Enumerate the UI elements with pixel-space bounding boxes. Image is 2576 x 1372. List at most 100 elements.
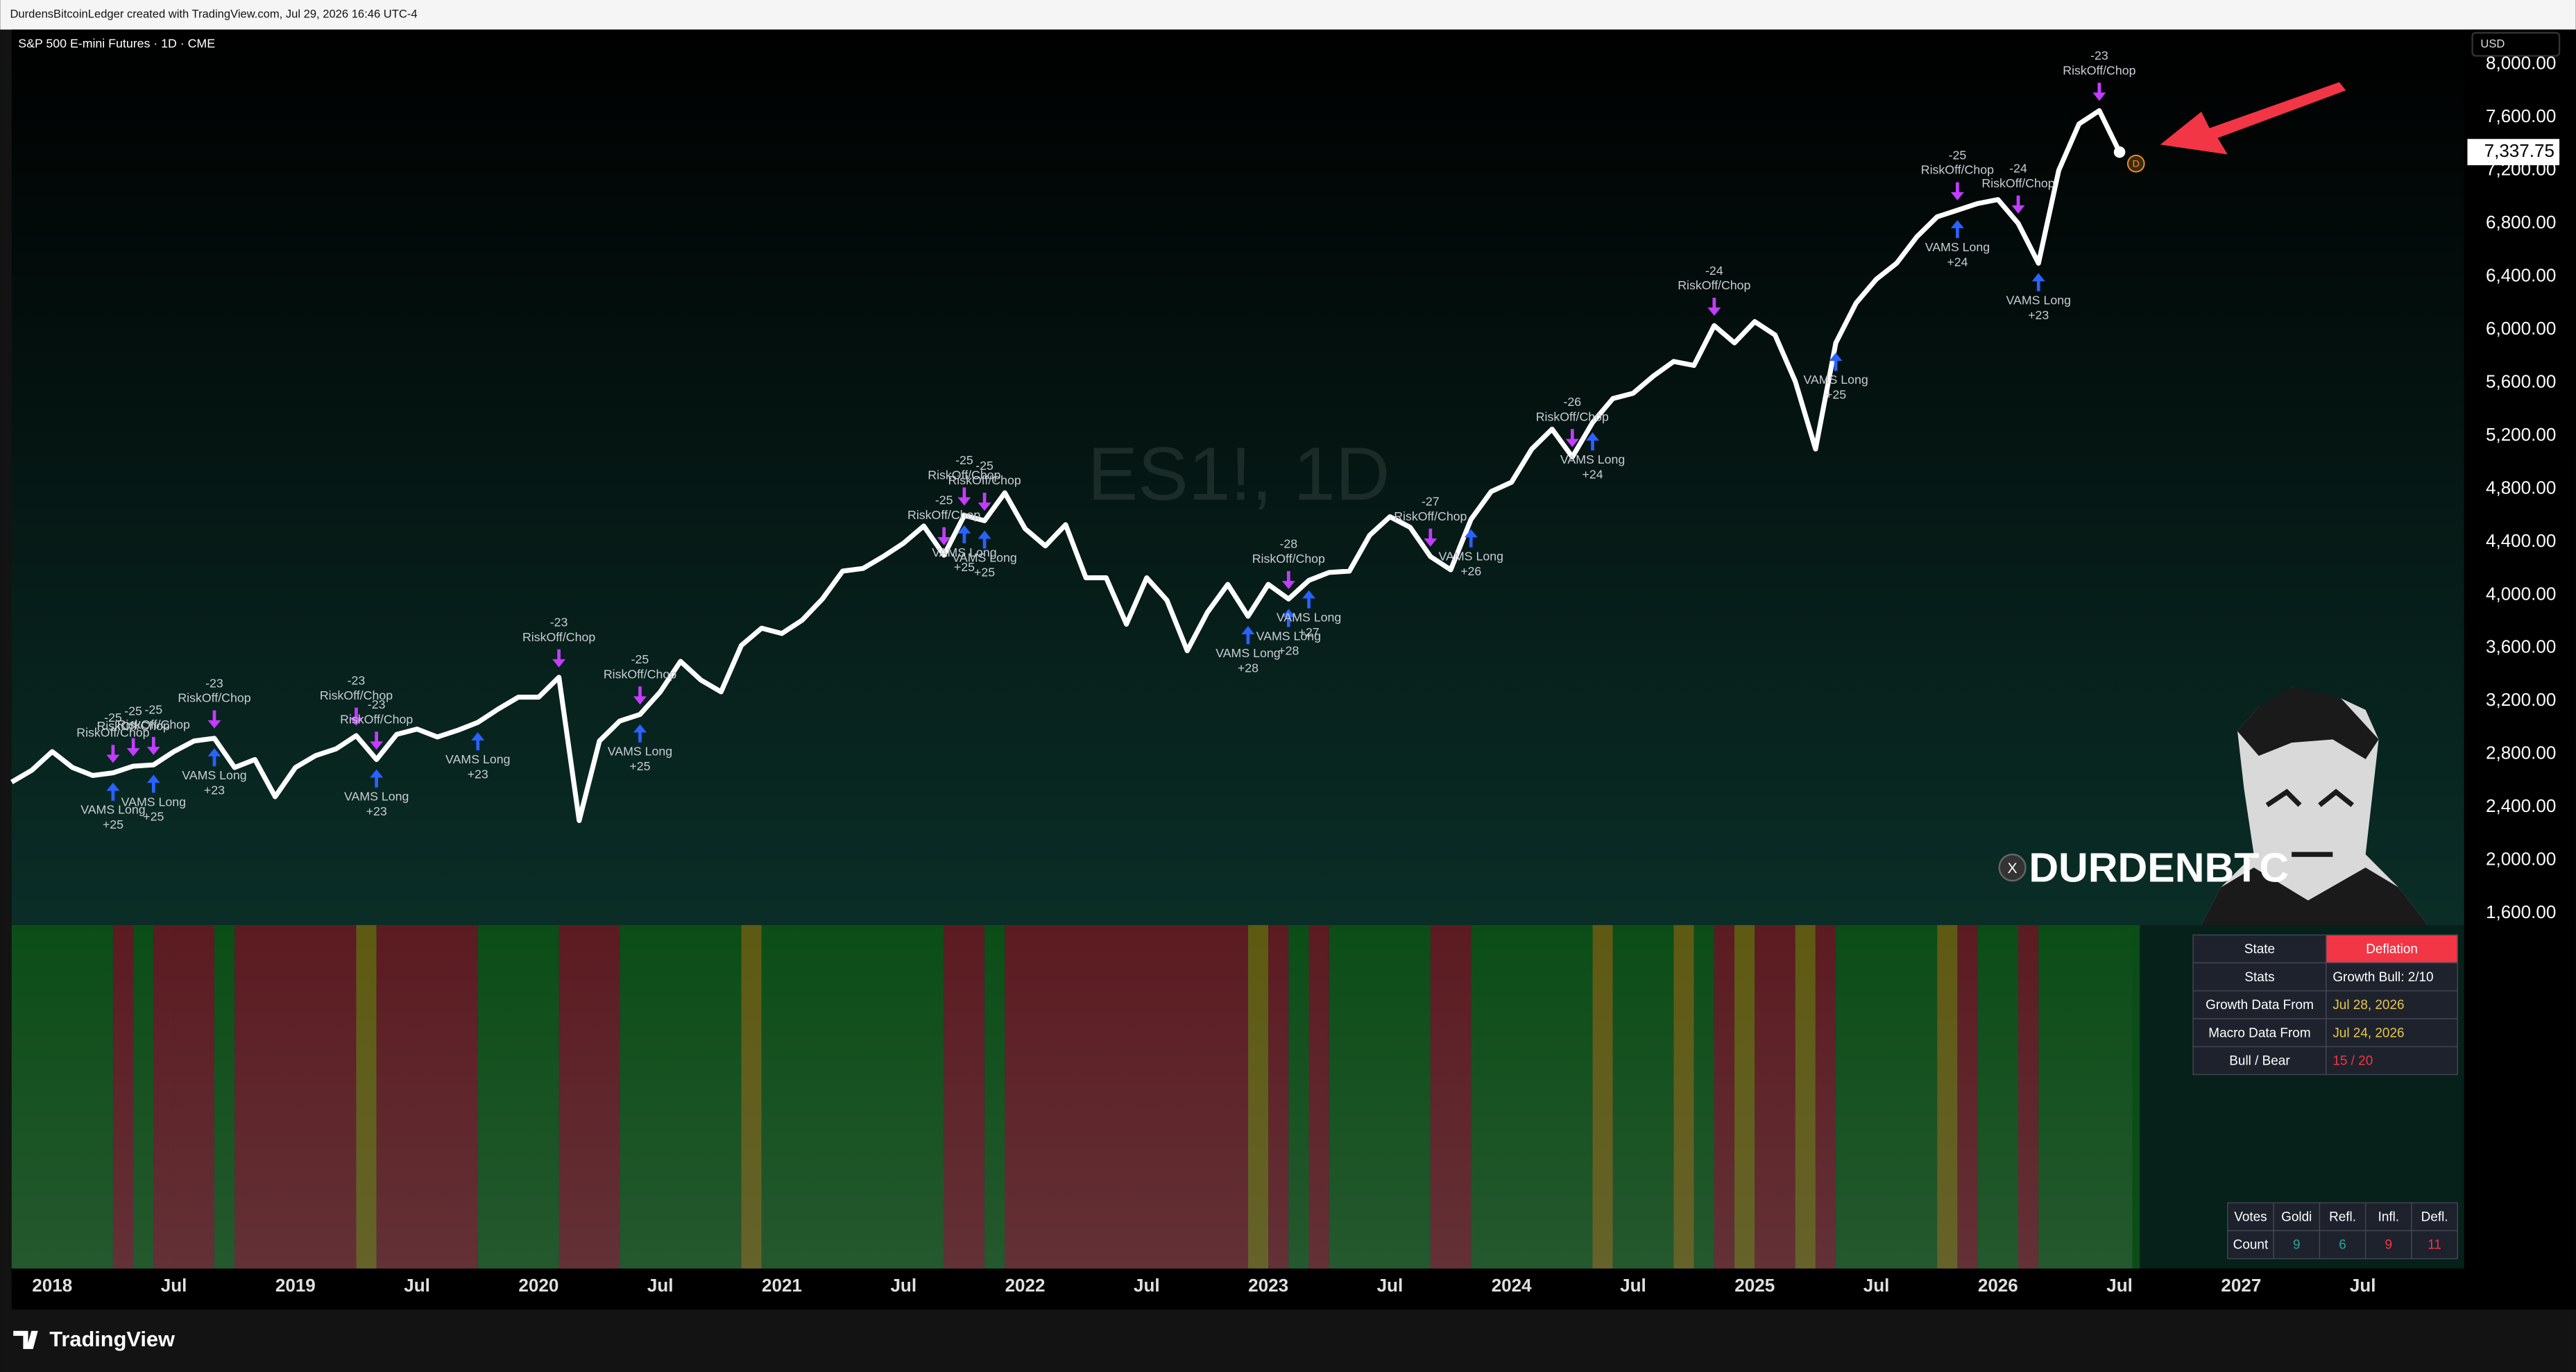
brand-logo bbox=[13, 1330, 38, 1349]
vams-arrow bbox=[633, 724, 647, 743]
y-tick-label: 4,000.00 bbox=[2486, 583, 2556, 604]
portrait bbox=[2201, 686, 2428, 925]
table-cell bbox=[2326, 962, 2458, 992]
signal-label: RiskOff/Chop bbox=[320, 688, 393, 702]
x-tick-label: Jul bbox=[1863, 1275, 1890, 1296]
interval-badge bbox=[2126, 154, 2145, 173]
signal-score: +24 bbox=[1947, 255, 1968, 269]
x-tick-label: Jul bbox=[890, 1275, 916, 1296]
riskoff-arrow bbox=[2011, 195, 2025, 214]
y-tick-label: 8,000.00 bbox=[2486, 52, 2556, 73]
y-tick-label: 2,000.00 bbox=[2486, 849, 2556, 870]
signal-score: +23 bbox=[2028, 308, 2049, 322]
signal-score: -28 bbox=[1279, 537, 1297, 551]
signal-label: RiskOff/Chop bbox=[340, 712, 413, 726]
y-tick-label: 1,600.00 bbox=[2486, 901, 2556, 922]
riskoff-arrow bbox=[106, 745, 120, 763]
x-tick-label: Jul bbox=[161, 1275, 187, 1296]
signal-label: VAMS Long bbox=[344, 790, 409, 804]
table-value: Growth Bull: 2/10 bbox=[2332, 970, 2433, 985]
table-value: Deflation bbox=[2366, 942, 2418, 957]
signal-score: -25 bbox=[631, 652, 649, 666]
y-tick-label: 5,600.00 bbox=[2486, 371, 2556, 391]
signal-score: +25 bbox=[103, 818, 123, 831]
signal-label: RiskOff/Chop bbox=[928, 468, 1000, 482]
signal-score: +25 bbox=[143, 810, 164, 824]
table-cell bbox=[2227, 1202, 2274, 1232]
y-tick-label: 3,600.00 bbox=[2486, 636, 2556, 657]
table-cell bbox=[2326, 1018, 2458, 1047]
riskoff-arrow bbox=[370, 731, 384, 750]
table-cell bbox=[2319, 1230, 2366, 1260]
table-key: Macro Data From bbox=[2208, 1026, 2310, 1040]
riskoff-arrow bbox=[937, 527, 951, 545]
signal-score: -25 bbox=[1949, 148, 1967, 162]
vams-arrow bbox=[1241, 626, 1255, 645]
signal-score: -23 bbox=[368, 697, 386, 711]
signal-score: -26 bbox=[1563, 395, 1581, 409]
vams-arrow bbox=[1950, 220, 1964, 239]
signal-score: +23 bbox=[204, 783, 225, 797]
y-tick-label: 2,800.00 bbox=[2486, 743, 2556, 763]
riskoff-arrow bbox=[207, 710, 221, 729]
signal-label: VAMS Long bbox=[1256, 629, 1321, 643]
y-axis-bar bbox=[2464, 29, 2576, 1310]
riskoff-arrow bbox=[552, 649, 566, 668]
signal-label: VAMS Long bbox=[182, 768, 246, 782]
vams-arrow bbox=[471, 732, 485, 751]
signal-label: RiskOff/Chop bbox=[948, 473, 1021, 487]
last-price-label: 7,337.75 bbox=[2484, 140, 2554, 161]
signal-score: -25 bbox=[935, 493, 953, 507]
table-cell bbox=[2192, 1018, 2327, 1047]
signal-score: -25 bbox=[104, 711, 122, 725]
x-tick-label: Jul bbox=[1620, 1275, 1646, 1296]
table-header: Infl. bbox=[2378, 1210, 2400, 1224]
y-tick-label: 4,800.00 bbox=[2486, 477, 2556, 498]
vams-arrow bbox=[207, 748, 221, 767]
table-value: 6 bbox=[2339, 1238, 2346, 1253]
table-key: Stats bbox=[2244, 970, 2274, 985]
vams-arrow bbox=[146, 774, 160, 793]
table-header: Refl. bbox=[2329, 1210, 2356, 1224]
price-pane bbox=[11, 29, 2576, 925]
table-header: Goldi bbox=[2281, 1210, 2312, 1224]
table-value: Jul 24, 2026 bbox=[2332, 1026, 2404, 1040]
vams-arrow bbox=[1829, 353, 1843, 371]
vams-arrow bbox=[370, 769, 384, 788]
x-tick-label: 2023 bbox=[1248, 1275, 1288, 1296]
signal-label: VAMS Long bbox=[121, 795, 186, 808]
x-tick-label: 2022 bbox=[1005, 1275, 1046, 1296]
signal-label: VAMS Long bbox=[1560, 452, 1625, 466]
vams-arrow bbox=[1281, 609, 1295, 627]
x-tick-label: Jul bbox=[647, 1275, 674, 1296]
signal-label: VAMS Long bbox=[80, 803, 145, 817]
y-tick-label: 6,400.00 bbox=[2486, 264, 2556, 285]
signal-score: +28 bbox=[1278, 644, 1299, 658]
table-value: 11 bbox=[2428, 1238, 2441, 1253]
x-icon bbox=[1998, 854, 2027, 882]
table-cell bbox=[2411, 1202, 2458, 1232]
signal-label: RiskOff/Chop bbox=[96, 719, 169, 733]
vams-arrow bbox=[1464, 529, 1478, 548]
signal-score: +25 bbox=[1825, 388, 1846, 402]
handle: DURDENBTC bbox=[2029, 845, 2289, 891]
x-tick-label: Jul bbox=[2350, 1275, 2376, 1296]
signal-label: VAMS Long bbox=[1277, 610, 1341, 624]
y-tick-label: 5,200.00 bbox=[2486, 424, 2556, 445]
watermark: ES1!, 1D bbox=[1088, 432, 1390, 516]
riskoff-arrow bbox=[978, 493, 991, 511]
table-cell bbox=[2227, 1230, 2274, 1260]
signal-label: RiskOff/Chop bbox=[2063, 63, 2135, 77]
table-key: Growth Data From bbox=[2206, 998, 2314, 1013]
signal-label: RiskOff/Chop bbox=[1394, 509, 1467, 523]
x-tick-label: 2021 bbox=[762, 1275, 802, 1296]
price-line bbox=[10, 108, 2122, 823]
signal-score: -25 bbox=[124, 704, 142, 718]
signal-score: +25 bbox=[954, 560, 975, 574]
vams-arrow bbox=[1586, 432, 1600, 451]
symbol: S&P 500 E-mini Futures · 1D · CME bbox=[18, 37, 215, 51]
riskoff-arrow bbox=[1565, 429, 1579, 448]
vams-arrow bbox=[106, 782, 120, 801]
signal-label: RiskOff/Chop bbox=[1678, 278, 1750, 292]
table-value: Jul 28, 2026 bbox=[2332, 998, 2404, 1013]
